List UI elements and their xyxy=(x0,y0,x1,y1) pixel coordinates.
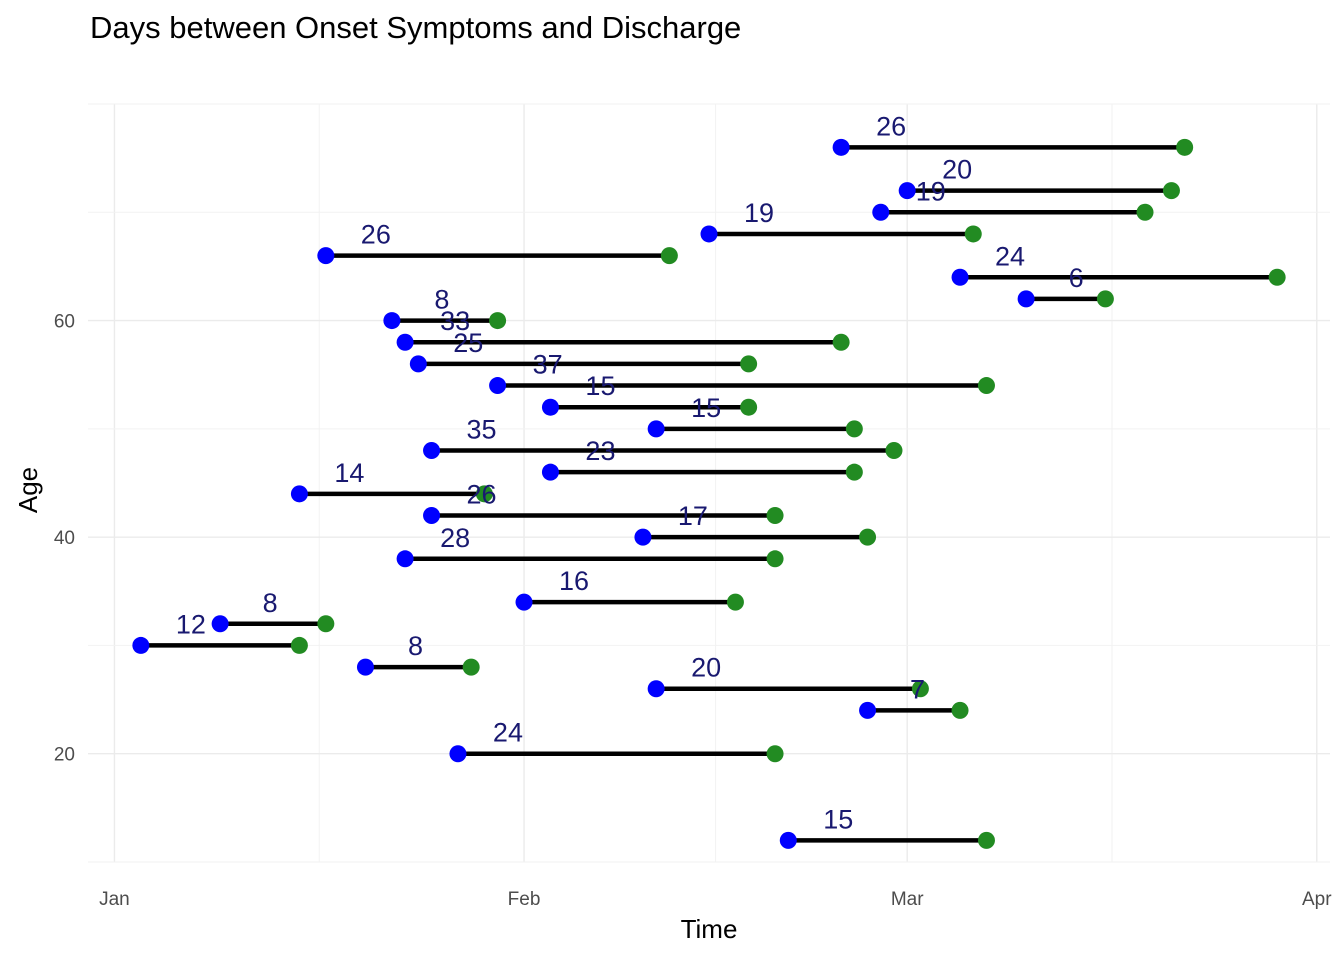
days-label: 20 xyxy=(691,653,721,683)
onset-point xyxy=(779,831,797,849)
onset-point xyxy=(423,442,441,460)
onset-point xyxy=(898,182,916,200)
days-label: 33 xyxy=(440,306,470,336)
discharge-point xyxy=(660,247,678,265)
onset-point xyxy=(356,658,374,676)
x-tick-label: Apr xyxy=(1302,889,1332,910)
discharge-point xyxy=(1136,203,1154,221)
days-label: 26 xyxy=(467,479,497,509)
days-label: 23 xyxy=(585,436,615,466)
onset-point xyxy=(700,225,718,243)
y-axis-title: Age xyxy=(13,467,43,513)
discharge-point xyxy=(290,636,308,654)
days-label: 35 xyxy=(467,415,497,445)
days-label: 26 xyxy=(361,220,391,250)
onset-point xyxy=(634,528,652,546)
days-label: 24 xyxy=(995,241,1025,271)
days-label: 15 xyxy=(823,804,853,834)
onset-point xyxy=(211,615,229,633)
segments xyxy=(140,145,1278,843)
onset-point xyxy=(317,247,335,265)
onset-point xyxy=(647,420,665,438)
discharge-point xyxy=(740,398,758,416)
days-label: 24 xyxy=(493,718,523,748)
onset-point xyxy=(515,593,533,611)
days-label: 19 xyxy=(916,176,946,206)
onset-point xyxy=(396,333,414,351)
onset-point xyxy=(832,138,850,156)
onset-point xyxy=(541,398,559,416)
days-label: 20 xyxy=(942,155,972,185)
discharge-point xyxy=(740,355,758,373)
chart-title: Days between Onset Symptoms and Discharg… xyxy=(90,10,742,45)
discharge-point xyxy=(859,528,877,546)
x-tick-label: Jan xyxy=(99,889,130,910)
y-tick-label: 20 xyxy=(54,745,75,766)
discharge-point xyxy=(951,701,969,719)
days-label: 15 xyxy=(691,393,721,423)
onset-point xyxy=(541,463,559,481)
days-label: 8 xyxy=(408,631,423,661)
onset-point xyxy=(647,680,665,698)
discharge-point xyxy=(766,550,784,568)
discharge-point xyxy=(885,442,903,460)
onset-point xyxy=(489,377,507,395)
days-label: 28 xyxy=(440,523,470,553)
onset-point xyxy=(409,355,427,373)
x-tick-label: Mar xyxy=(891,889,924,910)
days-label: 8 xyxy=(434,285,449,315)
days-label: 26 xyxy=(876,111,906,141)
onset-point xyxy=(290,485,308,503)
tick-labels: Jan Feb Mar Apr 20 40 60 xyxy=(54,312,1332,910)
days-label: 6 xyxy=(1069,263,1084,293)
days-label: 7 xyxy=(910,674,925,704)
days-label: 8 xyxy=(263,588,278,618)
discharge-point xyxy=(766,745,784,763)
discharge-point xyxy=(964,225,982,243)
y-tick-label: 40 xyxy=(54,528,75,549)
discharge-point xyxy=(462,658,480,676)
points xyxy=(132,138,1286,849)
days-label: 37 xyxy=(533,350,563,380)
onset-point xyxy=(423,506,441,524)
discharge-point xyxy=(489,312,507,330)
onset-point xyxy=(951,268,969,286)
days-label: 15 xyxy=(585,371,615,401)
onset-point xyxy=(132,636,150,654)
discharge-point xyxy=(845,420,863,438)
discharge-point xyxy=(845,463,863,481)
discharge-point xyxy=(1162,182,1180,200)
discharge-point xyxy=(766,506,784,524)
days-label: 19 xyxy=(744,198,774,228)
days-label: 17 xyxy=(678,501,708,531)
discharge-point xyxy=(832,333,850,351)
data-labels: 2620191926246833253715153523142617281681… xyxy=(176,111,1084,834)
onset-point xyxy=(383,312,401,330)
onset-point xyxy=(1017,290,1035,308)
days-label: 14 xyxy=(334,458,364,488)
onset-point xyxy=(449,745,467,763)
days-label: 12 xyxy=(176,609,206,639)
discharge-point xyxy=(726,593,744,611)
discharge-point xyxy=(475,485,493,503)
y-tick-label: 60 xyxy=(54,312,75,333)
discharge-point xyxy=(911,680,929,698)
discharge-point xyxy=(317,615,335,633)
x-tick-label: Feb xyxy=(508,889,541,910)
discharge-point xyxy=(977,831,995,849)
discharge-point xyxy=(1176,138,1194,156)
days-label: 25 xyxy=(453,328,483,358)
discharge-point xyxy=(1096,290,1114,308)
days-label: 16 xyxy=(559,566,589,596)
discharge-point xyxy=(977,377,995,395)
x-axis-title: Time xyxy=(681,914,738,944)
onset-point xyxy=(859,701,877,719)
onset-point xyxy=(396,550,414,568)
discharge-point xyxy=(1268,268,1286,286)
onset-point xyxy=(872,203,890,221)
